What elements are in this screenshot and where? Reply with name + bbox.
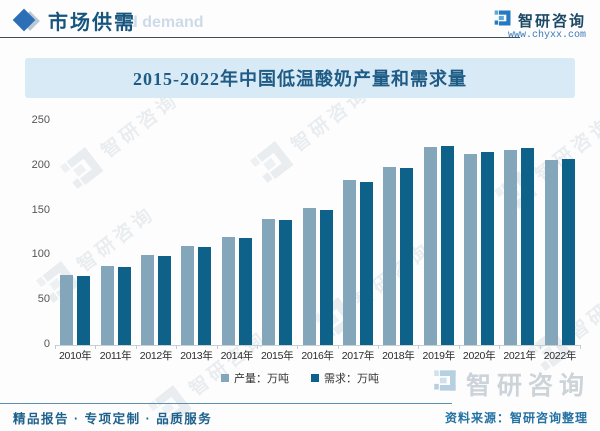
watermark: 智研咨询	[30, 194, 163, 310]
x-tick-label: 2016年	[301, 350, 334, 362]
bar-group-2019年	[419, 121, 459, 345]
bar-demand-2012年	[157, 256, 171, 345]
x-tick-label: 2018年	[382, 350, 415, 362]
watermark: 智研咨询	[488, 104, 600, 220]
footer-divider	[0, 403, 452, 404]
footer-brand-text: 智研咨询	[465, 372, 590, 400]
legend-item-demand: 需求：万吨	[311, 370, 379, 386]
legend-label: 需求：万吨	[324, 373, 379, 385]
footer-brand-watermark: 智研咨询	[432, 366, 590, 402]
x-tick-label: 2020年	[462, 350, 496, 362]
zhiyan-logo-glyph	[148, 385, 192, 427]
axis-tick	[297, 345, 299, 349]
bar-demand-2020年	[481, 152, 495, 345]
x-tick-label: 2011年	[99, 350, 132, 362]
axis-tick	[55, 345, 56, 349]
x-tick-label: 2017年	[341, 350, 375, 362]
bar-group-2020年	[459, 121, 499, 345]
y-axis: 0 50 100 150 200 250	[22, 115, 50, 350]
zhiyan-logo-glyph	[434, 370, 456, 391]
bar-demand-2013年	[198, 247, 212, 345]
watermark: 智研咨询	[522, 262, 600, 378]
watermark: 智研咨询	[244, 74, 377, 190]
source-note: 资料来源：智研咨询整理	[444, 411, 588, 425]
x-tick-label: 2010年	[59, 350, 92, 362]
axis-tick	[176, 345, 178, 349]
bar-production-2020年	[464, 154, 478, 345]
chart-title: 2015-2022年中国低温酸奶产量和需求量	[25, 58, 575, 98]
axis-tick	[95, 345, 97, 349]
footer-slogan: 精品报告 · 专项定制 · 品质服务	[13, 412, 213, 426]
y-tick-label: 150	[31, 203, 50, 216]
bar-production-2015年	[262, 218, 276, 345]
bar-demand-2015年	[279, 220, 293, 345]
header: d demand 市场供需 智研咨询 www.chyxx.com	[0, 0, 600, 41]
axis-tick	[499, 345, 501, 349]
y-tick-label: 200	[31, 158, 50, 171]
y-tick-label: 0	[43, 338, 50, 350]
zhiyan-logo-icon	[493, 8, 513, 33]
bar-group-2013年	[176, 121, 216, 345]
bar-demand-2019年	[440, 146, 454, 345]
diamond-icon	[12, 8, 40, 33]
axis-tick	[418, 345, 420, 349]
bar-production-2014年	[221, 237, 235, 345]
axis-tick	[378, 345, 380, 349]
legend-swatch	[311, 374, 319, 382]
zhiyan-logo-glyph	[250, 141, 294, 183]
bar-demand-2011年	[117, 267, 131, 345]
zhiyan-logo-glyph	[494, 10, 511, 26]
zhiyan-logo-icon	[432, 367, 459, 401]
brand-logo: 智研咨询	[493, 8, 586, 33]
bar-production-2011年	[100, 266, 114, 345]
x-tick-label: 2019年	[422, 350, 456, 362]
bar-production-2013年	[181, 246, 195, 345]
zhiyan-logo-glyph	[60, 147, 104, 189]
page-title: 市场供需	[48, 12, 136, 34]
y-tick-label: 250	[31, 114, 50, 126]
brand-url: www.chyxx.com	[507, 30, 586, 41]
watermark: 智研咨询	[307, 230, 440, 346]
axis-tick	[458, 345, 460, 349]
y-tick-label: 100	[31, 248, 50, 261]
x-tick-label: 2012年	[139, 350, 173, 362]
x-axis: 2010年 2011年 2012年 2013年 2014年 2015年 2016年 2017年…	[55, 348, 580, 363]
watermark: 智研咨询	[142, 318, 275, 431]
brand-name: 智研咨询	[517, 13, 586, 30]
bar-production-2016年	[302, 207, 316, 345]
bar-production-2012年	[140, 255, 154, 345]
axis-tick	[337, 345, 339, 349]
header-watermark-text: d demand	[128, 14, 204, 31]
header-divider	[0, 37, 520, 38]
watermark: 智研咨询	[54, 80, 187, 196]
axis-tick	[135, 345, 137, 349]
